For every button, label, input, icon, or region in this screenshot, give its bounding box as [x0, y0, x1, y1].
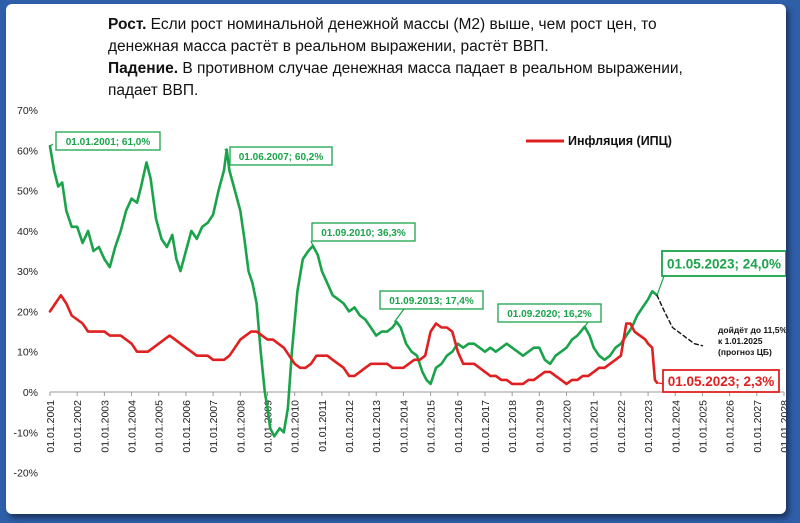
x-tick-label: 01.01.2019 — [534, 400, 546, 453]
y-tick-label: 20% — [17, 306, 38, 318]
callout-leader — [584, 321, 589, 328]
decline-text-cont: падает ВВП. — [108, 82, 199, 99]
x-tick-label: 01.01.2027 — [752, 400, 764, 453]
callout-label: 01.01.2001; 61,0% — [66, 137, 151, 148]
explanation-line-4: падает ВВП. — [108, 80, 748, 102]
forecast-note: дойдёт до 11,5%к 1.01.2025(прогноз ЦБ) — [718, 325, 786, 357]
callout-box — [661, 250, 786, 277]
data-callout: 01.09.2020; 16,2% — [497, 303, 602, 328]
y-tick-label: 40% — [17, 226, 38, 238]
legend-label-inflation: Инфляция (ИПЦ) — [568, 134, 672, 148]
y-tick-label: 60% — [17, 145, 38, 157]
y-tick-label: 50% — [17, 186, 38, 198]
callout-label: 01.06.2007; 60,2% — [239, 152, 324, 163]
x-tick-label: 01.01.2003 — [99, 400, 111, 453]
x-tick-label: 01.01.2025 — [697, 400, 709, 453]
callout-box — [662, 369, 780, 393]
chart-frame: Рост. Если рост номинальной денежной мас… — [6, 4, 786, 514]
x-tick-label: 01.01.2017 — [480, 400, 492, 453]
x-tick-label: 01.01.2009 — [262, 400, 274, 453]
callout-label: 01.09.2010; 36,3% — [321, 228, 406, 239]
y-tick-label: -10% — [13, 427, 38, 439]
m2-series-line — [48, 145, 659, 438]
callout-leader — [656, 275, 665, 296]
inflation-series-line — [48, 294, 659, 386]
callout-leader — [224, 148, 229, 151]
x-tick-label: 01.01.2010 — [290, 400, 302, 453]
line-chart: 70% 60% 50% 40% 30% 20% 10% 0% -10% -20% 01.01.200… — [13, 105, 786, 480]
data-callout: 01.09.2010; 36,3% — [310, 222, 416, 246]
data-callout: 01.06.2007; 60,2% — [224, 146, 333, 166]
explanation-line-1: Рост. Если рост номинальной денежной мас… — [108, 14, 748, 36]
x-tick-label: 01.01.2005 — [154, 400, 166, 453]
y-tick-label: 0% — [23, 387, 38, 399]
x-tick-label: 01.01.2024 — [670, 400, 682, 453]
forecast-note-line: (прогноз ЦБ) — [718, 347, 772, 357]
x-tick-label: 01.01.2001 — [45, 400, 57, 453]
callout-leader — [310, 240, 314, 246]
growth-text: Если рост номинальной денежной массы (М2… — [146, 16, 657, 33]
callout-leader — [49, 143, 54, 147]
chart-explanation: Рост. Если рост номинальной денежной мас… — [108, 14, 748, 102]
x-tick-label: 01.01.2007 — [208, 400, 220, 453]
x-tick-label: 01.01.2004 — [127, 400, 139, 453]
growth-label: Рост. — [108, 16, 147, 33]
x-tick-label: 01.01.2026 — [725, 400, 737, 453]
x-tick-label: 01.01.2013 — [371, 400, 383, 453]
y-tick-label: 70% — [17, 105, 38, 117]
x-tick-label: 01.01.2020 — [562, 400, 574, 453]
data-callout: 01.09.2013; 17,4% — [379, 290, 484, 323]
callout-box — [497, 303, 602, 323]
legend: Инфляция (ИПЦ) — [526, 134, 672, 148]
callout-box — [311, 222, 416, 242]
x-tick-label: 01.01.2028 — [779, 400, 786, 453]
forecast-note-line: к 1.01.2025 — [718, 336, 763, 346]
callout-label: 01.05.2023; 24,0% — [667, 257, 781, 272]
x-tick-label: 01.01.2006 — [181, 400, 193, 453]
data-callout: 01.05.2023; 2,3% — [656, 369, 780, 393]
x-tick-label: 01.01.2021 — [589, 400, 601, 453]
callout-label: 01.05.2023; 2,3% — [668, 374, 775, 389]
y-tick-label: 10% — [17, 347, 38, 359]
callout-label: 01.09.2013; 17,4% — [389, 296, 474, 307]
y-tick-label: 30% — [17, 266, 38, 278]
callout-box — [379, 290, 484, 310]
x-tick-label: 01.01.2014 — [398, 400, 410, 453]
x-tick-label: 01.01.2018 — [507, 400, 519, 453]
decline-text: В противном случае денежная масса падает… — [178, 60, 683, 77]
callout-leader — [393, 308, 405, 323]
y-tick-label: -20% — [13, 468, 38, 480]
x-tick-label: 01.01.2011 — [317, 400, 329, 452]
growth-text-cont: денежная масса растёт в реальном выражен… — [108, 38, 549, 55]
callout-box — [55, 131, 161, 151]
forecast-note-line: дойдёт до 11,5% — [718, 325, 786, 335]
x-tick-label: 01.01.2002 — [72, 400, 84, 453]
decline-label: Падение. — [108, 60, 179, 77]
x-tick-label: 01.01.2012 — [344, 400, 356, 453]
data-callout: 01.01.2001; 61,0% — [49, 131, 161, 151]
callout-label: 01.09.2020; 16,2% — [507, 309, 592, 320]
x-tick-label: 01.01.2022 — [616, 400, 628, 453]
forecast-dashed-line — [656, 294, 704, 347]
x-tick-label: 01.01.2016 — [453, 400, 465, 453]
callout-box — [229, 146, 333, 166]
explanation-line-3: Падение. В противном случае денежная мас… — [108, 58, 748, 80]
data-callout: 01.05.2023; 24,0% — [656, 250, 786, 296]
x-tick-label: 01.01.2023 — [643, 400, 655, 453]
explanation-line-2: денежная масса растёт в реальном выражен… — [108, 36, 748, 58]
x-tick-label: 01.01.2008 — [235, 400, 247, 453]
x-tick-label: 01.01.2015 — [426, 400, 438, 453]
